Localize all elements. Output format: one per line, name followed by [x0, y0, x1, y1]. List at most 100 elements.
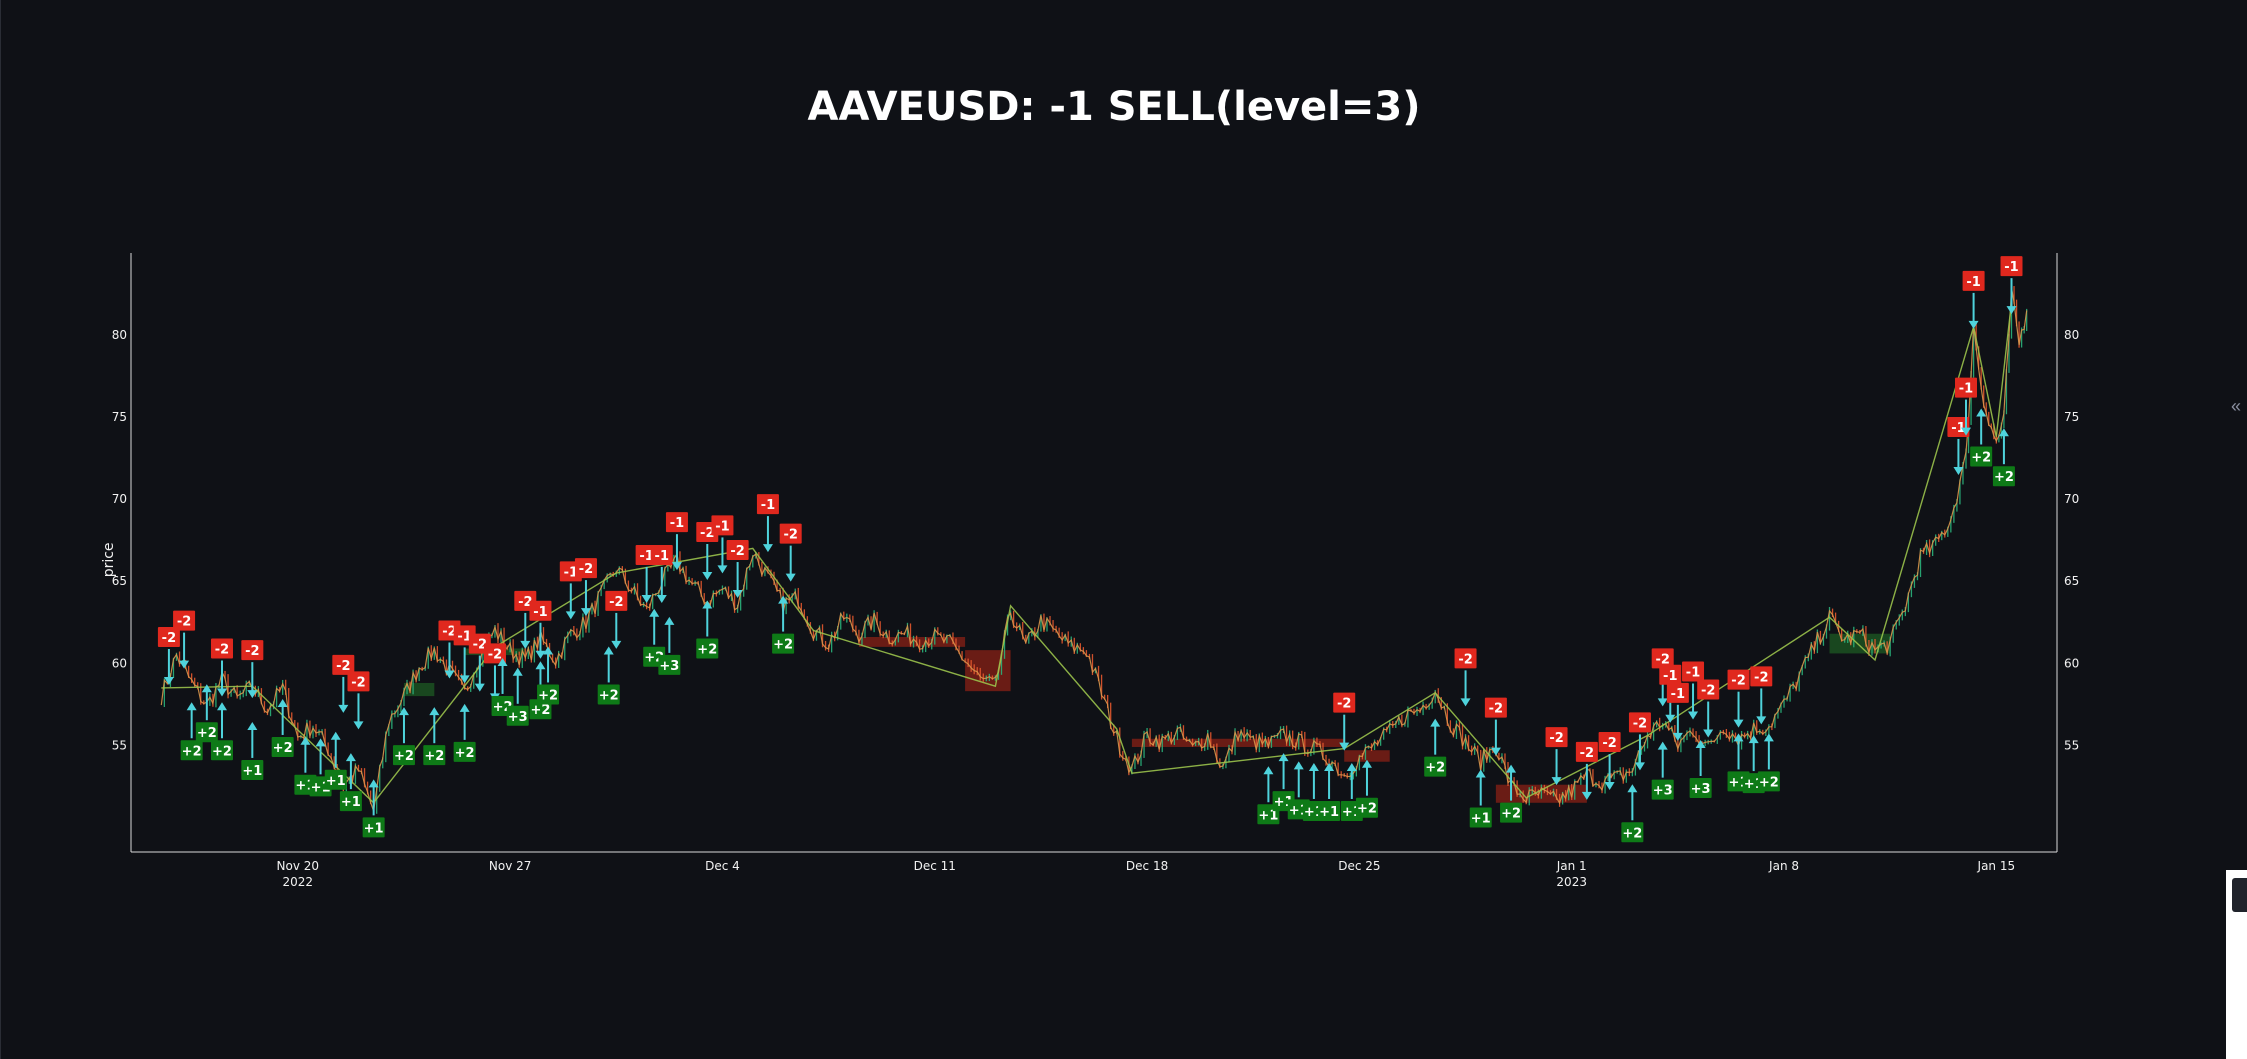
signal-label: +2	[1994, 470, 2014, 485]
signal-arrowhead	[1672, 732, 1683, 741]
signal-label: +2	[424, 749, 444, 764]
signal-arrowhead	[186, 702, 197, 711]
signal-box	[1545, 727, 1568, 748]
sell-signal: -2	[1651, 648, 1674, 707]
signal-box	[1682, 661, 1705, 682]
buy-signal: +2	[696, 600, 719, 659]
signal-arrowhead	[1703, 729, 1714, 738]
signal-label: -2	[245, 644, 259, 659]
signal-arrowhead	[459, 703, 470, 712]
signal-label: +2	[394, 749, 414, 764]
chart-title: AAVEUSD: -1 SELL(level=3)	[807, 84, 1421, 130]
signal-arrowhead	[179, 660, 190, 669]
signal-label: +2	[1501, 807, 1521, 822]
signal-box	[210, 740, 233, 761]
signal-box	[1651, 648, 1674, 669]
signal-box	[1666, 682, 1689, 703]
y-tick-label-right: 55	[2064, 738, 2079, 752]
buy-signal: +2	[1500, 764, 1523, 823]
signal-box	[1757, 771, 1780, 792]
signal-arrowhead	[1634, 762, 1645, 771]
signal-arrowhead	[1968, 320, 1979, 329]
sell-signal: -2	[483, 643, 506, 702]
signal-label: -1	[2004, 260, 2018, 275]
x-tick-label: Dec 4	[705, 859, 740, 873]
signal-box	[1962, 270, 1985, 291]
buy-signal: +2	[1621, 784, 1644, 843]
signal-arrowhead	[1733, 719, 1744, 728]
signal-arrowhead	[535, 650, 546, 659]
signal-arrowhead	[664, 616, 675, 625]
sell-signal: -2	[1454, 648, 1477, 707]
signal-box	[180, 740, 203, 761]
buy-signal: +2	[772, 595, 795, 654]
signal-arrowhead	[702, 571, 713, 580]
signal-arrowhead	[1627, 784, 1638, 793]
signal-arrowhead	[1339, 742, 1350, 751]
signal-label: -1	[1671, 687, 1685, 702]
buy-signal: +1	[1318, 762, 1341, 821]
signal-arrowhead	[247, 721, 258, 730]
signal-label: -1	[1663, 669, 1677, 684]
right-sidebar-strip	[2226, 0, 2247, 1059]
signal-arrowhead	[778, 595, 789, 604]
signal-label: +2	[773, 638, 793, 653]
signal-arrowhead	[1657, 698, 1668, 707]
sell-signal: -2	[1628, 712, 1651, 771]
signal-arrowhead	[2006, 306, 2017, 315]
signal-box	[2000, 256, 2023, 277]
signal-box	[650, 544, 673, 565]
signal-label: -1	[564, 565, 578, 580]
signal-arrowhead	[353, 721, 364, 730]
sell-signal: -1	[1659, 664, 1682, 723]
signal-arrowhead	[338, 704, 349, 713]
signal-label: -2	[1731, 674, 1745, 689]
signal-box	[605, 590, 628, 611]
signal-label: -1	[670, 516, 684, 531]
buy-signal: +2	[453, 703, 476, 762]
signal-label: +2	[182, 744, 202, 759]
panel-toggle-button[interactable]	[2232, 878, 2247, 912]
signal-box	[271, 736, 294, 757]
y-tick-label-left: 55	[112, 738, 127, 752]
signal-box	[1628, 712, 1651, 733]
x-tick-label: Nov 27	[489, 859, 532, 873]
signal-label: +2	[212, 744, 232, 759]
signal-arrowhead	[459, 675, 470, 684]
sell-signal: -2	[1545, 727, 1568, 786]
plot-frame	[130, 253, 2058, 853]
signal-label: +1	[364, 821, 384, 836]
signal-label: -1	[715, 519, 729, 534]
signal-arrowhead	[474, 683, 485, 692]
sell-signal: -2	[726, 540, 749, 599]
collapse-sidebar-icon[interactable]: «	[2231, 396, 2242, 416]
signal-arrowhead	[656, 594, 667, 603]
zone-green	[403, 682, 435, 697]
signal-box	[756, 494, 779, 515]
signal-box	[1355, 797, 1378, 818]
signal-label: -1	[1951, 421, 1965, 436]
signal-label: +3	[659, 659, 679, 674]
signal-arrowhead	[315, 738, 326, 747]
signal-box	[339, 791, 362, 812]
signal-arrowhead	[1460, 698, 1471, 707]
signal-box	[1992, 466, 2015, 487]
sell-signal: -1	[1962, 270, 1985, 329]
signal-arrowhead	[565, 611, 576, 620]
sell-signal: -2	[1727, 669, 1750, 728]
signal-box	[506, 705, 529, 726]
signal-arrowhead	[543, 646, 554, 655]
signal-arrowhead	[277, 698, 288, 707]
signal-label: -2	[1655, 652, 1669, 667]
signal-arrowhead	[732, 590, 743, 599]
signal-arrowhead	[330, 731, 341, 740]
signal-label: -1	[457, 629, 471, 644]
signal-label: -2	[730, 544, 744, 559]
sell-signal: -2	[438, 620, 461, 679]
signal-arrowhead	[1430, 718, 1441, 727]
signal-label: +2	[530, 703, 550, 718]
signal-box	[1318, 800, 1341, 821]
x-tick-label: Dec 11	[914, 859, 956, 873]
signal-label: +2	[1357, 802, 1377, 817]
